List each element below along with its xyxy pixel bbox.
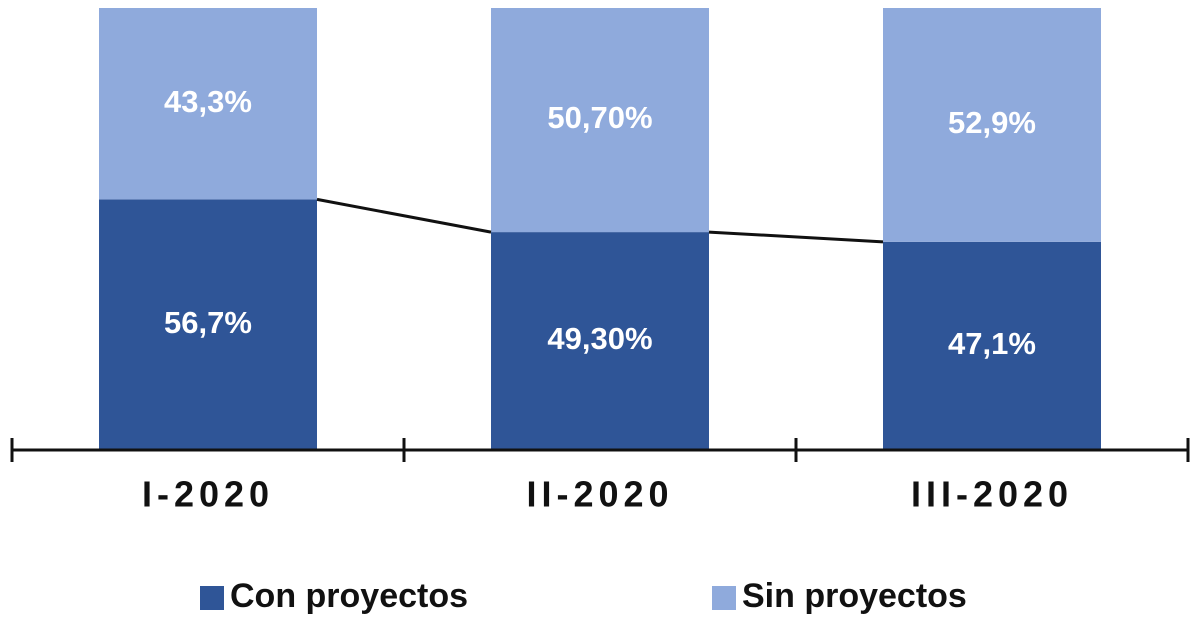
legend-label: Sin proyectos [742, 577, 967, 615]
bar-segment [883, 8, 1101, 242]
series-line [708, 230, 884, 244]
data-label: 50,70% [547, 100, 652, 135]
x-tick-label: I-2020 [142, 474, 274, 515]
bar-segment [883, 241, 1101, 450]
data-label: 52,9% [948, 105, 1036, 140]
data-label: 43,3% [164, 84, 252, 119]
bar-segment [491, 232, 709, 450]
legend-swatch [712, 586, 736, 610]
legend-label: Con proyectos [230, 577, 468, 615]
series-line [316, 197, 492, 234]
bar-segment [99, 199, 317, 450]
data-label: 56,7% [164, 305, 252, 340]
bar-segment [99, 8, 317, 200]
data-label: 49,30% [547, 321, 652, 356]
legend-swatch [200, 586, 224, 610]
x-tick-label: II-2020 [526, 474, 673, 515]
x-tick-label: III-2020 [911, 474, 1073, 515]
data-label: 47,1% [948, 326, 1036, 361]
bar-segment [491, 8, 709, 233]
